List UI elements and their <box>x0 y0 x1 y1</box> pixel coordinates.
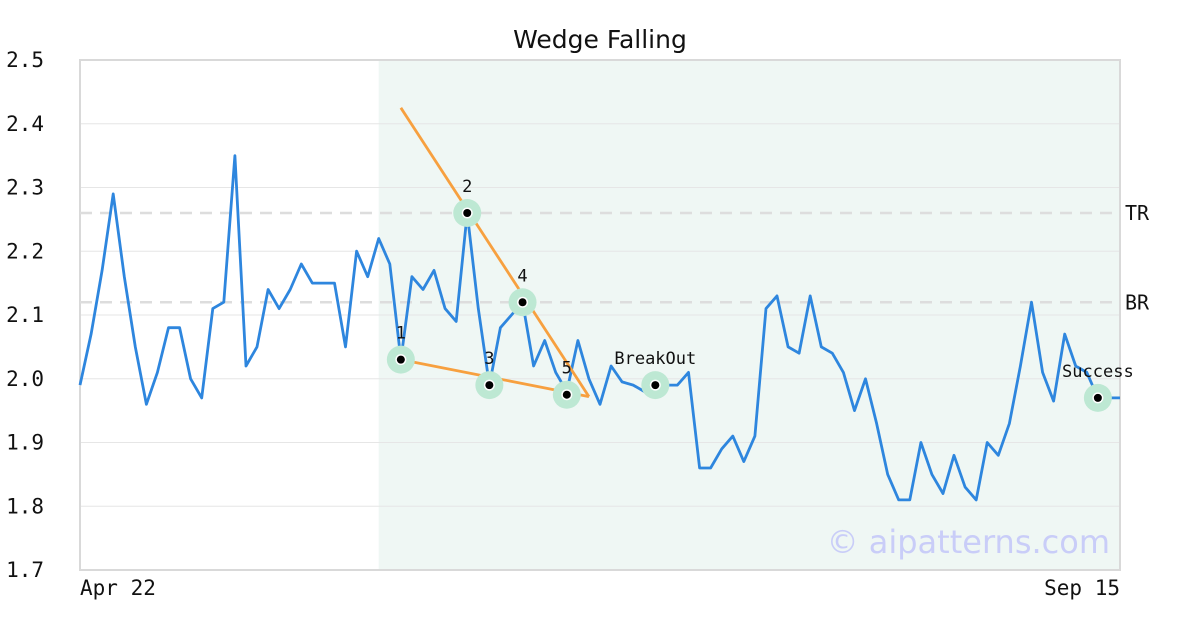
x-start-label: Apr 22 <box>80 576 156 600</box>
trend-line <box>399 107 591 398</box>
y-tick-label: 1.7 <box>6 558 44 582</box>
point-label: 3 <box>484 349 494 369</box>
watermark: © aipatterns.com <box>827 523 1110 561</box>
marker-dot <box>518 298 527 307</box>
plot-frame <box>79 59 1121 571</box>
x-end-label: Sep 15 <box>1044 576 1120 600</box>
y-tick-label: 2.0 <box>6 367 44 391</box>
point-label: BreakOut <box>614 349 696 369</box>
price-line <box>78 154 1120 502</box>
y-tick-label: 1.8 <box>6 494 44 518</box>
marker-dot <box>485 381 494 390</box>
marker-dot <box>562 390 571 399</box>
y-tick-label: 2.3 <box>6 176 44 200</box>
y-tick-label: 2.5 <box>6 48 44 72</box>
point-label: 1 <box>396 324 406 344</box>
plot-area: 1.7 1.8 1.9 2.0 2.1 2.2 2.3 2.4 2.5 Apr 22 Sep 15 T… <box>6 48 1150 600</box>
point-label: 4 <box>517 266 527 286</box>
y-tick-label: 2.2 <box>6 239 44 263</box>
reference-label: BR <box>1125 290 1150 314</box>
point-label: 2 <box>462 177 472 197</box>
marker-dot <box>463 209 472 217</box>
reference-label: TR <box>1125 201 1150 225</box>
marker-dot <box>396 355 405 364</box>
y-tick-label: 2.4 <box>6 112 44 136</box>
y-tick-label: 1.9 <box>6 431 44 455</box>
point-label: Success <box>1062 362 1134 382</box>
marker-dot <box>651 381 660 390</box>
chart-title: Wedge Falling <box>513 25 687 54</box>
y-tick-label: 2.1 <box>6 303 44 327</box>
marker-dot <box>1093 393 1102 402</box>
point-label: 5 <box>562 359 572 379</box>
